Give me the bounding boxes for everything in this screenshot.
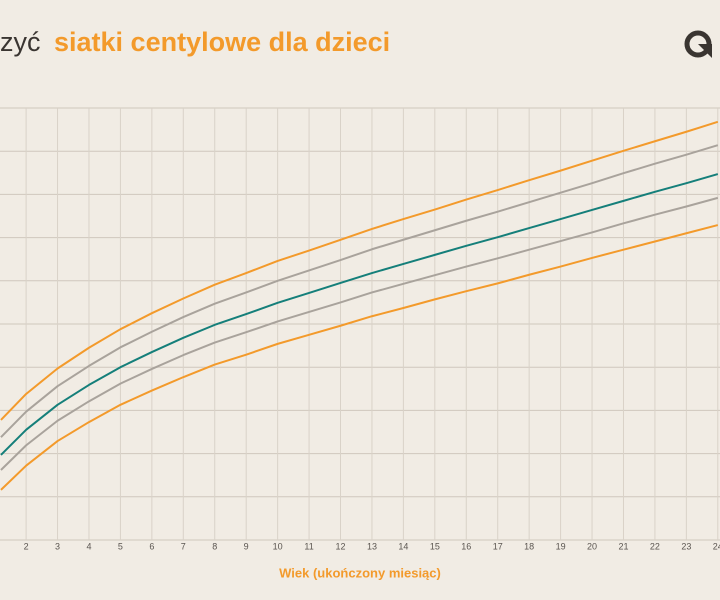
title-part: zyć — [0, 27, 41, 57]
chart-title: zyć siatki centylowe dla dzieci — [0, 27, 390, 57]
series-line — [0, 173, 719, 456]
x-tick-label: 20 — [587, 541, 597, 551]
x-tick-label: 10 — [273, 541, 283, 551]
x-tick-label: 23 — [681, 541, 691, 551]
x-tick-label: 6 — [149, 541, 154, 551]
x-tick-label: 13 — [367, 541, 377, 551]
logo-corner — [698, 44, 712, 58]
x-tick-label: 5 — [118, 541, 123, 551]
lines — [0, 120, 719, 491]
x-axis-label: Wiek (ukończony miesiąc) — [279, 565, 441, 580]
x-tick-label: 2 — [24, 541, 29, 551]
series-line — [0, 120, 719, 421]
x-tick-label: 18 — [524, 541, 534, 551]
x-tick-label: 12 — [335, 541, 345, 551]
x-tick-label: 24 — [713, 541, 720, 551]
x-tick-label: 19 — [556, 541, 566, 551]
series-line — [0, 224, 719, 491]
x-tick-label: 17 — [493, 541, 503, 551]
x-tick-label: 14 — [398, 541, 408, 551]
x-tick-label: 15 — [430, 541, 440, 551]
x-tick-label: 3 — [55, 541, 60, 551]
logo — [684, 30, 712, 58]
x-tick-label: 4 — [86, 541, 91, 551]
series-line — [0, 144, 719, 438]
x-tick-label: 21 — [618, 541, 628, 551]
x-tick-label: 7 — [181, 541, 186, 551]
series-line — [0, 196, 719, 471]
x-tick-label: 9 — [244, 541, 249, 551]
title-highlight: siatki centylowe dla dzieci — [54, 27, 390, 57]
x-tick-label: 22 — [650, 541, 660, 551]
x-tick-label: 8 — [212, 541, 217, 551]
x-tick-label: 11 — [304, 541, 313, 551]
grid: 23456789101112131415161718192021222324 — [0, 107, 720, 551]
x-tick-label: 16 — [461, 541, 471, 551]
